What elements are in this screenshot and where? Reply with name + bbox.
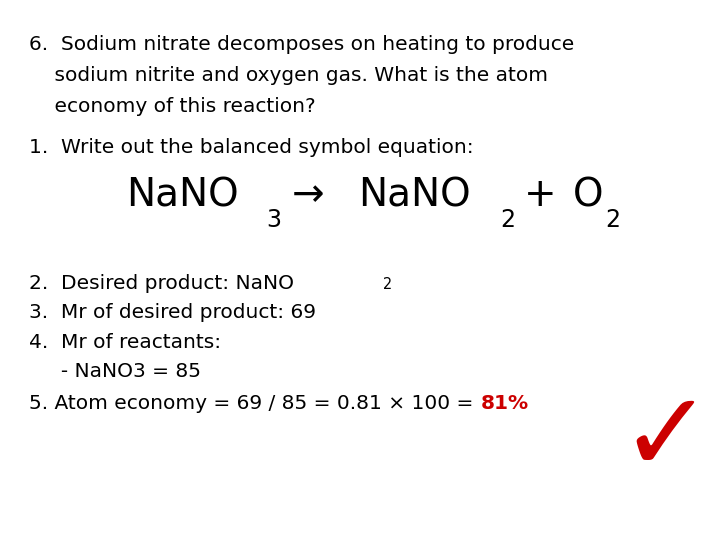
Text: →: → xyxy=(292,176,324,214)
Text: 2: 2 xyxy=(605,208,620,232)
Text: - NaNO3 = 85: - NaNO3 = 85 xyxy=(29,362,201,381)
Text: 3.  Mr of desired product: 69: 3. Mr of desired product: 69 xyxy=(29,303,316,322)
Text: 81%: 81% xyxy=(481,394,529,413)
Text: ✓: ✓ xyxy=(619,387,712,494)
Text: economy of this reaction?: economy of this reaction? xyxy=(29,97,315,116)
Text: +: + xyxy=(524,176,557,214)
Text: sodium nitrite and oxygen gas. What is the atom: sodium nitrite and oxygen gas. What is t… xyxy=(29,66,548,85)
Text: O: O xyxy=(572,176,603,214)
Text: 6.  Sodium nitrate decomposes on heating to produce: 6. Sodium nitrate decomposes on heating … xyxy=(29,35,574,54)
Text: NaNO: NaNO xyxy=(359,176,471,214)
Text: 2.  Desired product: NaNO: 2. Desired product: NaNO xyxy=(29,274,294,293)
Text: 2: 2 xyxy=(500,208,516,232)
Text: 3: 3 xyxy=(266,208,282,232)
Text: 1.  Write out the balanced symbol equation:: 1. Write out the balanced symbol equatio… xyxy=(29,138,474,157)
Text: NaNO: NaNO xyxy=(126,176,238,214)
Text: 5. Atom economy = 69 / 85 = 0.81 × 100 =: 5. Atom economy = 69 / 85 = 0.81 × 100 = xyxy=(29,394,480,413)
Text: 2: 2 xyxy=(383,277,392,292)
Text: 4.  Mr of reactants:: 4. Mr of reactants: xyxy=(29,333,221,352)
